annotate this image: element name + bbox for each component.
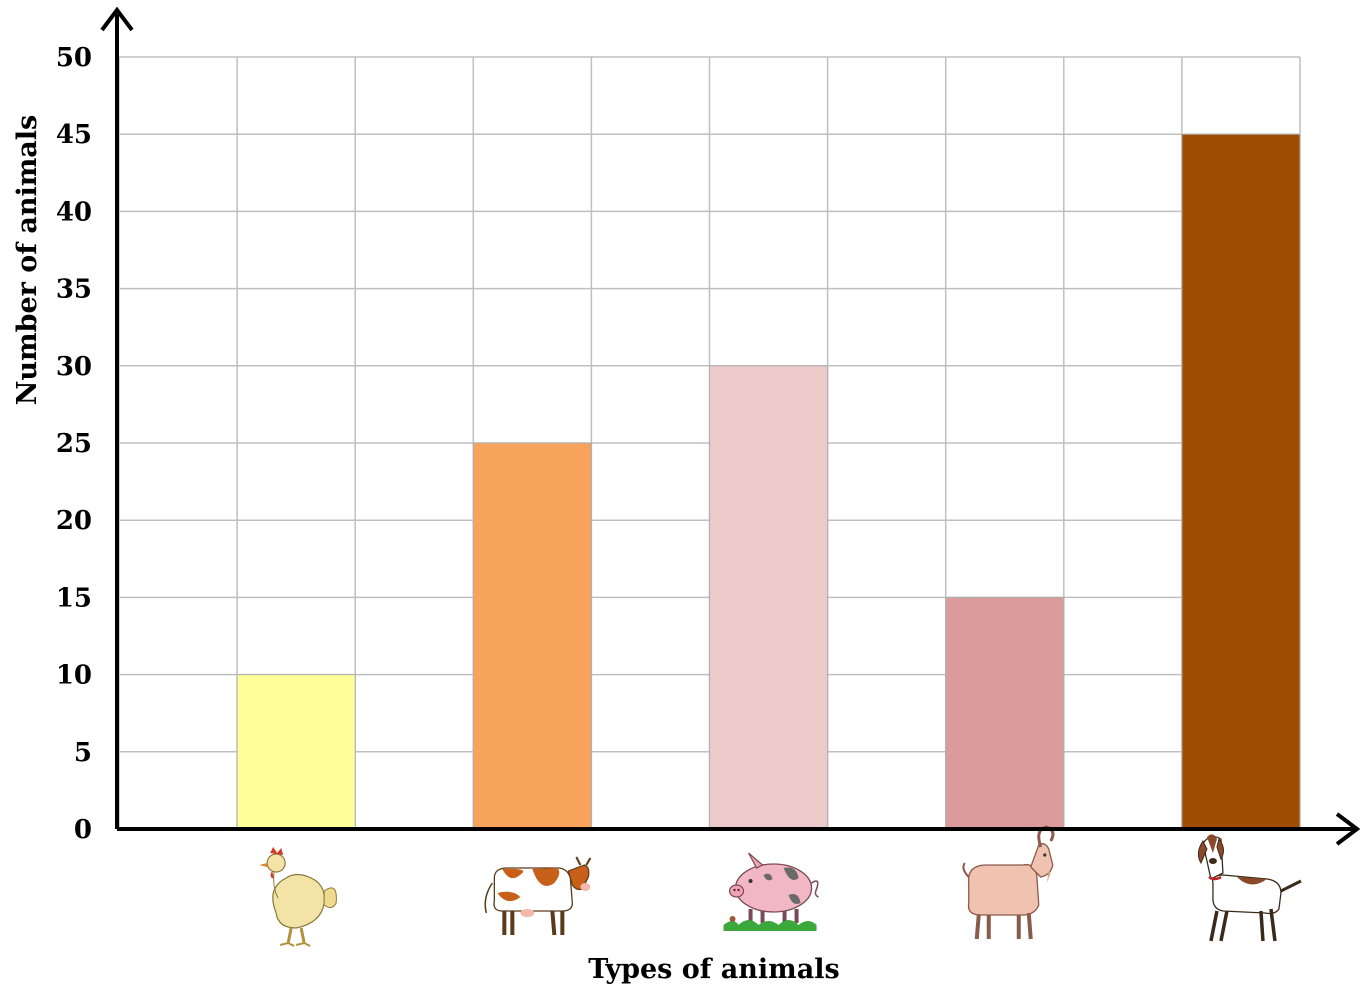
- bar-dog: [1181, 133, 1301, 830]
- chicken-icon: [257, 845, 338, 948]
- y-tick-labels: 0 5 10 15 20 25 30 35 40 45 50: [56, 43, 92, 845]
- bar-chicken: [236, 674, 356, 830]
- y-tick-label: 20: [56, 506, 92, 536]
- y-tick-label: 25: [56, 429, 92, 459]
- y-axis-label: Number of animals: [12, 115, 43, 406]
- axes: [100, 6, 1361, 846]
- bar-pig: [709, 365, 829, 830]
- cow-icon: [483, 855, 593, 937]
- bars: [236, 133, 1301, 830]
- y-axis-arrow: [100, 6, 134, 32]
- y-tick-label: 10: [56, 661, 92, 691]
- category-icons: [257, 825, 1303, 948]
- x-axis-label: Types of animals: [588, 954, 839, 985]
- x-axis-arrow: [1335, 812, 1361, 846]
- goat-icon: [961, 825, 1055, 941]
- y-tick-label: 0: [74, 815, 92, 845]
- y-tick-label: 5: [74, 738, 92, 768]
- dog-icon: [1196, 832, 1303, 943]
- y-tick-label: 40: [56, 197, 92, 227]
- y-tick-label: 30: [56, 352, 92, 382]
- y-tick-label: 50: [56, 43, 92, 73]
- bar-goat: [945, 596, 1065, 830]
- y-tick-label: 35: [56, 275, 92, 305]
- y-tick-label: 45: [56, 120, 92, 150]
- y-tick-label: 15: [56, 583, 92, 613]
- pig-icon: [721, 851, 821, 933]
- bar-cow: [472, 442, 592, 830]
